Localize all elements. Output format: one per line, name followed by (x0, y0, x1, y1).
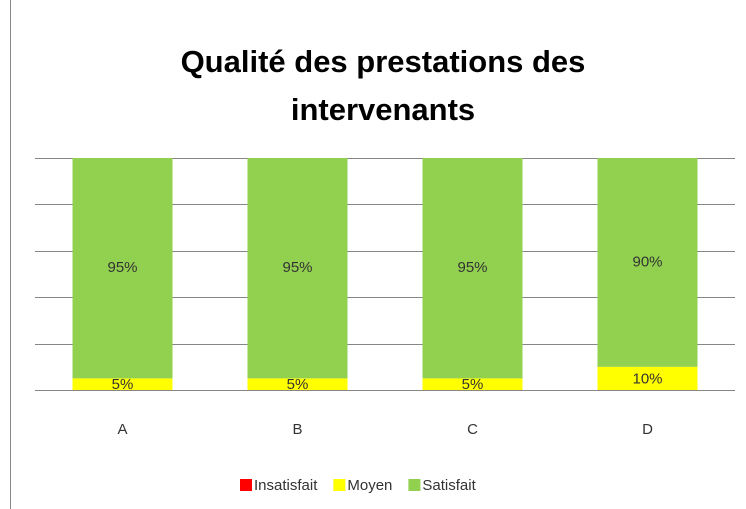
data-label: 90% (632, 253, 662, 270)
x-tick-label: B (292, 421, 302, 438)
bar-segment (72, 378, 173, 390)
x-tick-label: D (642, 421, 653, 438)
chart-title: Qualité des prestations des intervenants (180, 44, 586, 127)
bar-segment (597, 366, 698, 390)
legend-label: Moyen (347, 477, 392, 494)
data-label: 95% (282, 259, 312, 276)
x-tick-label: A (117, 421, 127, 438)
legend-swatch (408, 479, 421, 491)
legend-swatch (333, 479, 346, 491)
data-label: 5% (112, 376, 134, 393)
data-label: 95% (457, 259, 487, 276)
bar-segment (72, 158, 173, 379)
x-tick-label: C (467, 421, 478, 438)
bar-segment (597, 158, 698, 367)
data-label: 10% (632, 370, 662, 387)
data-label: 95% (107, 259, 137, 276)
legend-label: Satisfait (422, 477, 476, 494)
legend-swatch (240, 479, 252, 491)
data-label: 5% (462, 376, 484, 393)
bar-segment (247, 378, 348, 390)
bar-segment (422, 378, 523, 390)
bar-segment (422, 158, 523, 379)
data-label: 5% (287, 376, 309, 393)
bar-segment (247, 158, 348, 379)
legend-label: Insatisfait (254, 477, 318, 494)
